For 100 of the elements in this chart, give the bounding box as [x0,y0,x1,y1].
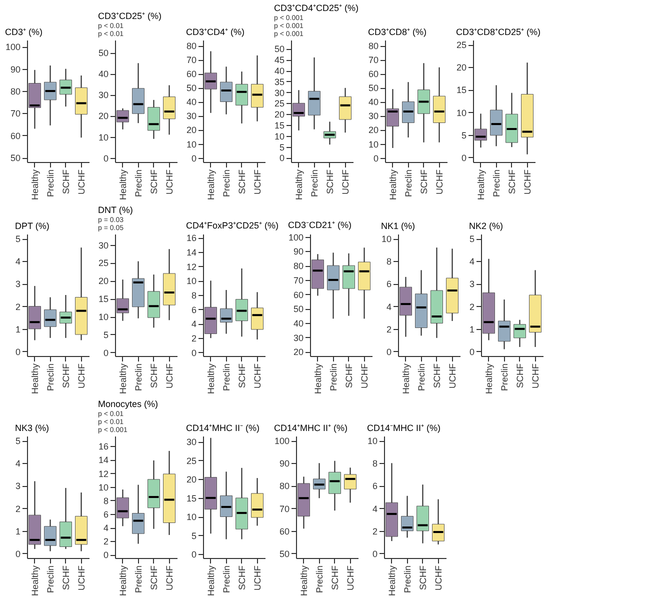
x-tick-label: SCHF [60,169,71,194]
x-tick-label: UCHF [530,363,540,388]
y-tick-label: 30 [293,332,304,343]
y-tick-label: 80 [279,481,290,492]
y-tick-label: 6 [191,304,196,315]
y-tick-label: 80 [186,41,196,52]
y-tick-label: 20 [293,347,304,358]
y-tick-label: 2 [15,504,20,514]
y-tick-label: 90 [293,246,304,257]
chart-title: DPT (%) [14,221,50,231]
x-tick-label: UCHF [345,565,356,590]
y-tick-label: 80 [368,41,378,52]
x-tick-label: SCHF [344,363,354,388]
x-tick-label: Preclin [221,364,232,392]
x-tick-label: UCHF [522,169,532,194]
y-tick-label: 0 [373,153,378,164]
x-tick-label: UCHF [252,363,262,388]
y-tick-label: 70 [10,108,20,119]
y-tick-label: 30 [186,437,196,448]
y-tick-label: 3 [15,279,20,290]
x-tick-label: UCHF [447,363,458,388]
x-tick-label: Preclin [133,566,144,594]
y-tick-label: 30 [368,111,378,122]
y-tick-label: 40 [293,318,304,328]
y-tick-label: 50 [98,48,108,58]
y-tick-label: 100 [274,436,290,446]
x-tick-label: Healthy [484,363,494,394]
y-tick-label: 10 [186,139,196,150]
y-tick-label: 10 [98,132,108,142]
x-tick-label: SCHF [60,363,71,388]
x-tick-label: SCHF [514,363,525,388]
y-tick-label: 25 [274,98,284,109]
x-tick-label: SCHF [236,169,247,194]
x-tick-label: Preclin [133,364,144,392]
chart-title: CD4⁺FoxP3⁺CD25⁺ (%) [186,220,279,231]
x-tick-label: Preclin [309,170,320,198]
x-tick-label: SCHF [330,565,340,590]
y-tick-label: 5 [279,142,284,152]
y-tick-label: 0 [15,346,20,357]
y-tick-label: 4 [103,523,108,533]
y-tick-label: 10 [381,234,392,244]
y-tick-label: 15 [186,493,196,504]
y-tick-label: 40 [98,69,108,80]
y-tick-label: 0 [103,550,108,560]
y-tick-label: 3 [469,279,474,290]
y-tick-label: 10 [98,482,108,492]
chart-title: NK1 (%) [380,221,416,231]
y-tick-label: 100 [5,42,20,52]
x-tick-label: Healthy [30,565,40,596]
chart-title: CD3⁺CD8⁺ (%) [368,27,427,37]
y-tick-label: 12 [98,468,108,479]
x-tick-label: SCHF [148,169,159,194]
y-tick-label: 8 [103,496,108,506]
y-tick-label: 0 [191,153,196,164]
y-tick-label: 5 [469,234,474,244]
y-tick-label: 10 [186,276,196,286]
y-tick-label: 12 [186,262,196,272]
y-tick-label: 70 [368,55,378,66]
y-tick-label: 60 [279,526,290,536]
y-tick-label: 30 [274,88,284,98]
chart-title: DNT (%) [98,205,133,215]
x-tick-label: Healthy [206,565,216,596]
y-tick-label: 80 [10,86,20,97]
y-tick-label: 20 [274,110,284,120]
y-tick-label: 50 [10,153,20,164]
x-tick-label: UCHF [76,363,86,388]
x-tick-label: UCHF [164,169,174,194]
x-tick-label: SCHF [506,169,517,194]
y-tick-label: 1 [469,324,474,334]
y-tick-label: 4 [15,458,20,469]
y-tick-label: 6 [103,509,108,520]
y-tick-label: 4 [372,504,378,514]
chart-title: CD14⁺MHC II⁺ (%) [274,423,348,433]
y-tick-label: 70 [186,55,196,66]
y-tick-label: 20 [98,111,108,122]
x-tick-label: UCHF [252,565,262,590]
y-tick-label: 60 [10,130,20,141]
x-tick-label: Healthy [400,363,411,394]
y-tick-label: 30 [98,240,108,250]
y-tick-label: 2 [386,324,392,334]
y-tick-label: 8 [386,256,392,267]
y-tick-label: 0 [279,153,284,164]
y-tick-label: 10 [274,131,284,142]
x-tick-label: Preclin [221,170,232,198]
y-tick-label: 5 [15,436,20,446]
x-tick-label: Preclin [499,364,510,392]
x-tick-label: SCHF [432,363,442,388]
x-tick-label: SCHF [324,169,335,194]
x-tick-label: UCHF [164,363,174,388]
x-tick-label: Healthy [386,565,397,596]
y-tick-label: 5 [461,130,466,140]
y-tick-label: 40 [186,97,196,108]
y-tick-label: 50 [186,83,196,94]
x-tick-label: UCHF [340,169,350,194]
y-tick-label: 30 [98,90,108,100]
y-tick-label: 2 [15,302,20,312]
x-tick-label: Preclin [416,364,426,392]
x-tick-label: Healthy [118,363,128,394]
y-tick-label: 6 [372,481,378,492]
y-tick-label: 25 [186,456,196,466]
